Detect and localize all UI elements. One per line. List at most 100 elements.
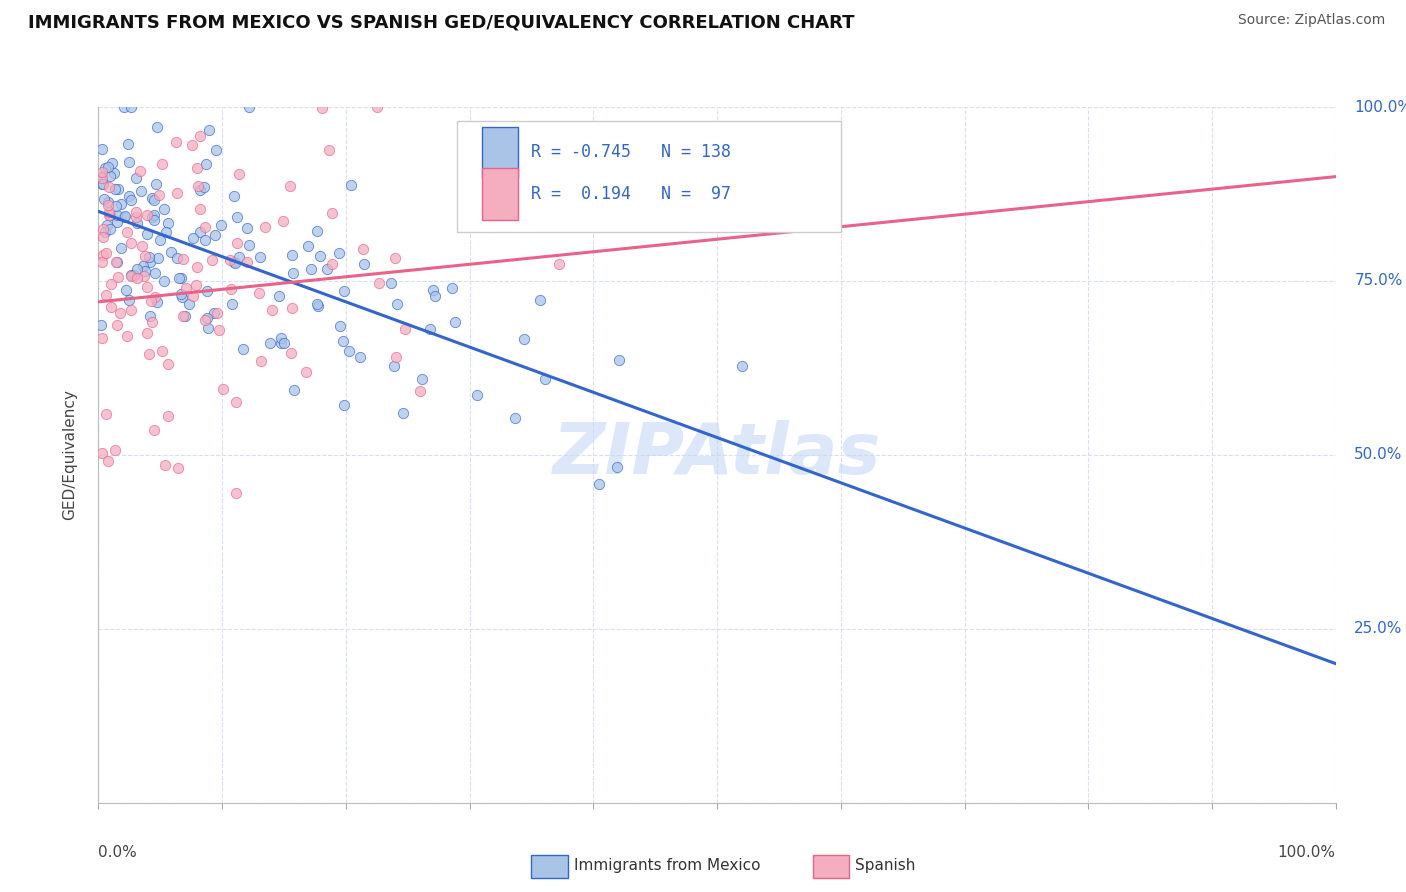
Point xyxy=(193,179,215,194)
Point xyxy=(142,212,165,227)
Point xyxy=(548,257,571,271)
Point xyxy=(128,164,150,178)
Point xyxy=(98,222,121,236)
FancyBboxPatch shape xyxy=(482,169,517,219)
Point xyxy=(188,225,211,239)
Point xyxy=(440,280,463,294)
Point xyxy=(281,301,304,316)
FancyBboxPatch shape xyxy=(482,127,517,178)
Point xyxy=(146,251,169,265)
Point xyxy=(202,306,225,320)
Point xyxy=(91,255,114,269)
Point xyxy=(190,129,212,144)
Point xyxy=(91,165,114,179)
Point xyxy=(141,191,163,205)
Point xyxy=(205,144,228,158)
Point xyxy=(143,266,166,280)
Point xyxy=(588,476,610,491)
Text: Immigrants from Mexico: Immigrants from Mexico xyxy=(574,858,761,872)
Point xyxy=(222,255,245,269)
Point xyxy=(280,346,302,360)
Point xyxy=(315,261,337,276)
Point xyxy=(146,295,169,310)
Point xyxy=(382,359,405,374)
Point xyxy=(250,353,273,368)
Point xyxy=(120,235,142,250)
Point xyxy=(238,238,260,252)
Point xyxy=(172,290,194,304)
Point xyxy=(368,276,391,290)
Point xyxy=(297,238,319,252)
Point xyxy=(138,254,160,268)
Point xyxy=(512,332,534,346)
Point xyxy=(226,210,249,224)
Point xyxy=(209,218,232,232)
Point xyxy=(225,395,247,409)
Point xyxy=(503,410,526,425)
Point xyxy=(208,322,231,336)
Point xyxy=(114,210,136,224)
Point xyxy=(385,350,408,364)
Point xyxy=(411,372,433,386)
Point xyxy=(97,453,120,467)
Point xyxy=(120,268,142,283)
FancyBboxPatch shape xyxy=(457,121,841,232)
Point xyxy=(90,318,112,332)
Point xyxy=(160,244,183,259)
Point xyxy=(419,322,441,336)
Point xyxy=(138,310,160,324)
Point xyxy=(146,120,169,135)
Point xyxy=(205,306,228,320)
Text: 50.0%: 50.0% xyxy=(1354,448,1403,462)
Point xyxy=(349,350,371,364)
Point xyxy=(142,208,165,222)
Point xyxy=(115,329,138,343)
Point xyxy=(226,236,249,251)
Point xyxy=(91,221,114,235)
Point xyxy=(94,246,117,260)
Point xyxy=(380,276,402,290)
Point xyxy=(219,253,242,268)
Point xyxy=(118,189,141,203)
Point xyxy=(197,321,219,335)
Point xyxy=(90,142,112,156)
Point xyxy=(112,100,135,114)
Point xyxy=(267,289,290,303)
Point xyxy=(409,384,432,398)
Point xyxy=(94,288,117,302)
Point xyxy=(120,302,142,317)
Point xyxy=(188,202,211,217)
Point xyxy=(108,306,131,320)
Point xyxy=(148,188,170,202)
Point xyxy=(136,227,159,241)
Text: 25.0%: 25.0% xyxy=(1354,622,1403,636)
Point xyxy=(101,156,124,170)
Point xyxy=(195,310,218,325)
Point xyxy=(329,318,352,333)
Point xyxy=(201,253,224,268)
Point xyxy=(186,161,208,175)
Point xyxy=(105,215,128,229)
Point xyxy=(332,334,354,348)
Point xyxy=(307,224,329,238)
Point xyxy=(166,186,188,201)
Point xyxy=(172,309,194,323)
Point xyxy=(105,208,128,222)
Point xyxy=(117,293,139,308)
Point xyxy=(100,300,122,314)
Point xyxy=(91,178,114,192)
Point xyxy=(143,289,166,303)
Point xyxy=(125,205,148,219)
Point xyxy=(107,182,129,196)
Point xyxy=(120,100,142,114)
Point xyxy=(328,246,350,260)
Text: 0.0%: 0.0% xyxy=(98,845,138,860)
Point xyxy=(156,409,179,423)
Point xyxy=(211,382,233,396)
Point xyxy=(340,178,363,192)
Point xyxy=(141,315,163,329)
Point xyxy=(107,269,129,284)
Point xyxy=(194,157,217,171)
Point xyxy=(115,283,138,297)
Point xyxy=(228,250,250,264)
